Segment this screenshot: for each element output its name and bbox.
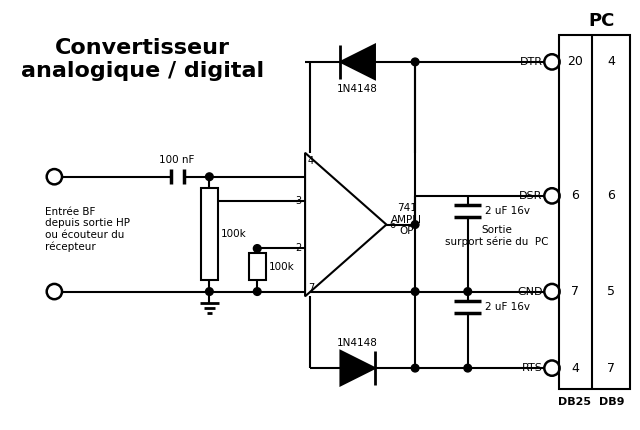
Text: 100k: 100k xyxy=(221,229,246,239)
Text: Convertisseur: Convertisseur xyxy=(55,37,230,58)
Text: 6: 6 xyxy=(607,189,615,203)
Text: 3: 3 xyxy=(295,196,301,206)
Polygon shape xyxy=(340,351,375,385)
Text: DB9: DB9 xyxy=(598,396,624,407)
Text: DSR: DSR xyxy=(519,191,542,201)
Text: DB25: DB25 xyxy=(559,396,591,407)
Bar xyxy=(201,188,218,280)
Text: 2: 2 xyxy=(295,243,301,254)
Text: 1N4148: 1N4148 xyxy=(337,338,378,348)
Text: 6: 6 xyxy=(389,220,396,230)
Circle shape xyxy=(412,221,419,228)
Text: 100k: 100k xyxy=(269,262,294,272)
Text: 5: 5 xyxy=(607,285,615,298)
Text: 6: 6 xyxy=(571,189,579,203)
Circle shape xyxy=(464,364,472,372)
Text: analogique / digital: analogique / digital xyxy=(21,61,264,81)
Circle shape xyxy=(412,364,419,372)
Text: 100 nF: 100 nF xyxy=(159,155,195,165)
Polygon shape xyxy=(340,45,375,79)
Text: 7: 7 xyxy=(308,283,314,293)
Text: GND: GND xyxy=(517,286,542,297)
Circle shape xyxy=(412,288,419,295)
Text: Entrée BF
depuis sortie HP
ou écouteur du
récepteur: Entrée BF depuis sortie HP ou écouteur d… xyxy=(45,207,130,252)
Text: PC: PC xyxy=(589,12,615,30)
Text: 4: 4 xyxy=(308,156,314,166)
Text: 20: 20 xyxy=(567,55,583,68)
Text: 4: 4 xyxy=(607,55,615,68)
Circle shape xyxy=(253,288,261,295)
Circle shape xyxy=(205,288,213,295)
Circle shape xyxy=(253,245,261,252)
Text: 1N4148: 1N4148 xyxy=(337,84,378,94)
Circle shape xyxy=(205,173,213,181)
Text: DTR: DTR xyxy=(520,57,542,67)
Text: 741
AMPLI
OP: 741 AMPLI OP xyxy=(391,203,422,236)
Text: 2 uF 16v: 2 uF 16v xyxy=(485,206,530,216)
Circle shape xyxy=(464,288,472,295)
Text: 7: 7 xyxy=(607,362,615,375)
Circle shape xyxy=(412,58,419,66)
Text: 7: 7 xyxy=(571,285,579,298)
Bar xyxy=(248,253,266,280)
Text: 2 uF 16v: 2 uF 16v xyxy=(485,302,530,312)
Text: Sortie
surport série du  PC: Sortie surport série du PC xyxy=(445,224,548,247)
Text: 4: 4 xyxy=(571,362,579,375)
Text: RTS: RTS xyxy=(522,363,542,373)
Bar xyxy=(559,35,630,389)
Polygon shape xyxy=(305,153,387,296)
